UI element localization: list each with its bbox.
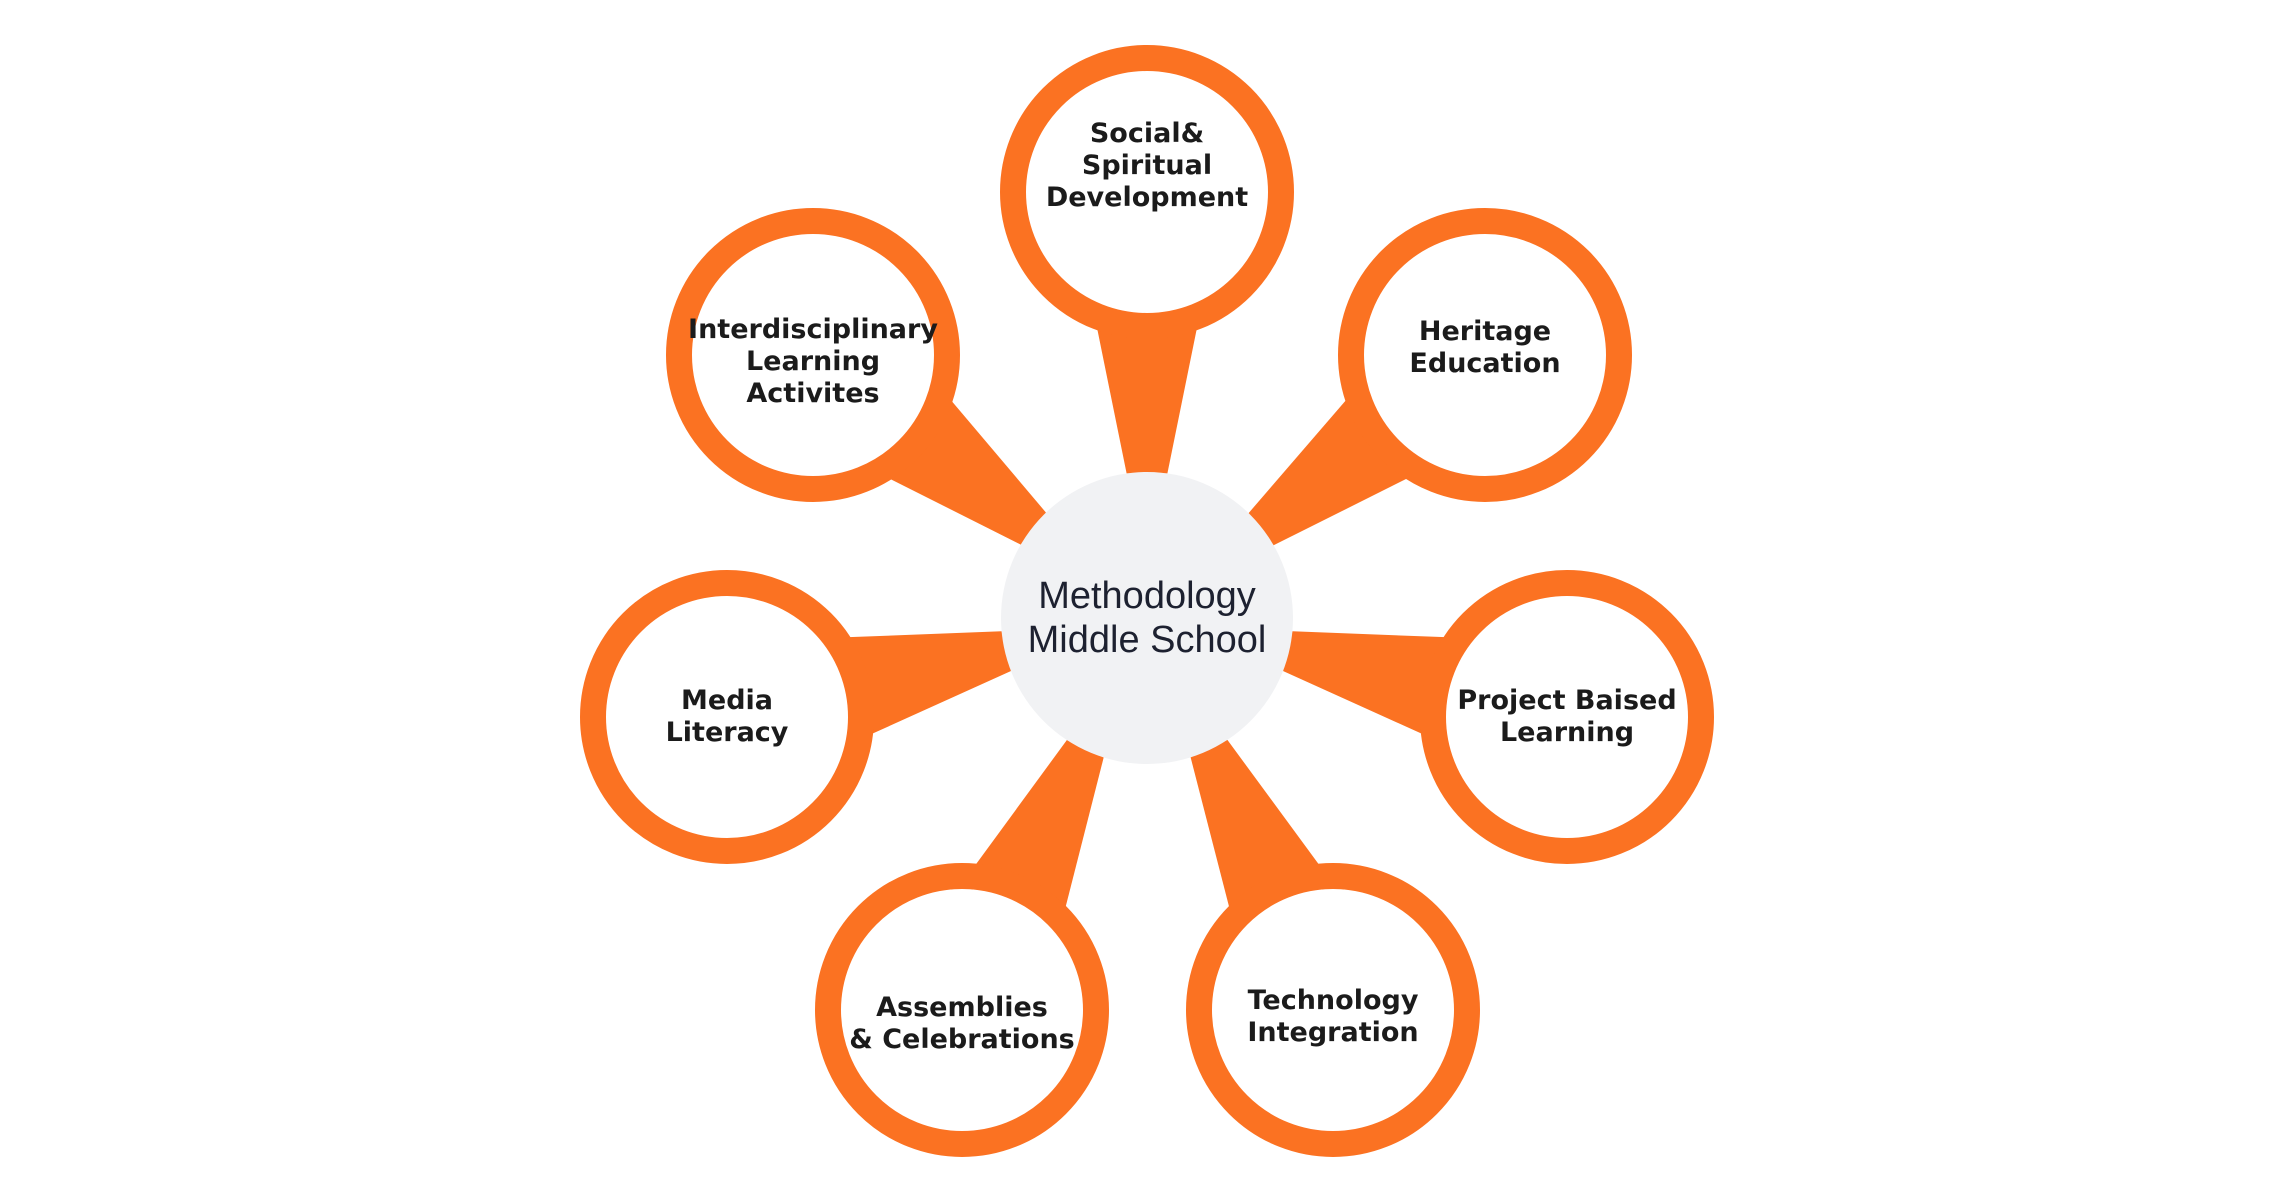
hub-label: Methodology Middle School [1027, 575, 1267, 661]
hub-circle [1001, 472, 1293, 764]
bubble-assemblies-celebrations [815, 863, 1109, 1157]
node-label-assemblies-celebrations: Assemblies & Celebrations [849, 992, 1075, 1055]
bubble-interdisciplinary-learning-activites [666, 208, 960, 502]
connector-media-literacy [845, 631, 1011, 736]
node-label-technology-integration: Technology Integration [1247, 985, 1419, 1048]
node-label-social-spiritual-development: Social& Spiritual Development [1045, 118, 1249, 213]
connector-social-spiritual-development [1096, 325, 1198, 474]
bubble-media-literacy [580, 570, 874, 864]
node-label-project-baised-learning: Project Baised Learning [1457, 685, 1677, 748]
connector-project-baised-learning [1283, 631, 1449, 736]
bubble-project-baised-learning [1420, 570, 1714, 864]
connector-assemblies-celebrations [973, 740, 1104, 911]
bubble-social-spiritual-development [1000, 45, 1294, 339]
bubble-technology-integration [1186, 863, 1480, 1157]
connector-technology-integration [1190, 739, 1322, 911]
node-label-heritage-education: Heritage Education [1409, 316, 1561, 379]
node-label-interdisciplinary-learning-activites: Interdisciplinary Learning Activites [688, 314, 938, 409]
node-label-media-literacy: Media Literacy [665, 685, 789, 748]
bubble-heritage-education [1338, 208, 1632, 502]
